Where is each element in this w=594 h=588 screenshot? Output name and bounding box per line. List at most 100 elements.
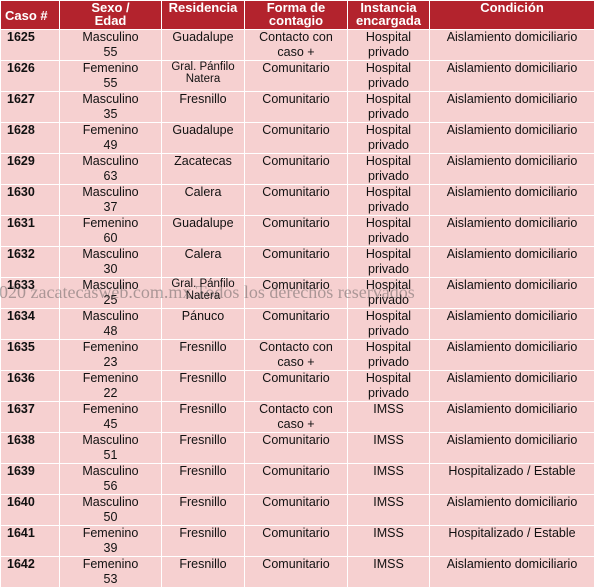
header-case: Caso # [1, 1, 60, 30]
cell-residence: Zacatecas [162, 154, 245, 185]
cell-institution: IMSS [348, 464, 430, 495]
cell-condition: Aislamiento domiciliario [430, 278, 594, 309]
cell-case-number: 1628 [1, 123, 60, 154]
cell-residence: Guadalupe [162, 123, 245, 154]
cell-condition: Aislamiento domiciliario [430, 30, 594, 61]
cell-residence: Fresnillo [162, 92, 245, 123]
cell-condition: Aislamiento domiciliario [430, 340, 594, 371]
cell-condition: Aislamiento domiciliario [430, 123, 594, 154]
cell-contagion: Comunitario [245, 61, 348, 92]
cell-residence: Fresnillo [162, 495, 245, 526]
cell-institution: IMSS [348, 557, 430, 588]
cell-case-number: 1625 [1, 30, 60, 61]
cell-case-number: 1626 [1, 61, 60, 92]
cell-residence: Fresnillo [162, 340, 245, 371]
cell-institution: IMSS [348, 433, 430, 464]
cell-contagion: Comunitario [245, 278, 348, 309]
cell-contagion: Comunitario [245, 433, 348, 464]
cell-condition: Aislamiento domiciliario [430, 92, 594, 123]
cell-contagion: Comunitario [245, 247, 348, 278]
cell-case-number: 1631 [1, 216, 60, 247]
cell-case-number: 1638 [1, 433, 60, 464]
cell-condition: Aislamiento domiciliario [430, 402, 594, 433]
cell-institution: IMSS [348, 402, 430, 433]
cell-contagion: Comunitario [245, 495, 348, 526]
cell-residence: Guadalupe [162, 30, 245, 61]
cell-condition: Aislamiento domiciliario [430, 216, 594, 247]
cell-case-number: 1634 [1, 309, 60, 340]
cell-condition: Aislamiento domiciliario [430, 309, 594, 340]
header-residence: Residencia [162, 1, 245, 30]
header-sex-age: Sexo /Edad [60, 1, 162, 30]
cell-contagion: Comunitario [245, 185, 348, 216]
cell-contagion: Comunitario [245, 526, 348, 557]
cell-condition: Hospitalizado / Estable [430, 464, 594, 495]
cell-residence: Calera [162, 185, 245, 216]
cell-condition: Hospitalizado / Estable [430, 526, 594, 557]
cell-contagion: Comunitario [245, 92, 348, 123]
cell-residence: Fresnillo [162, 464, 245, 495]
cell-case-number: 1632 [1, 247, 60, 278]
cell-case-number: 1640 [1, 495, 60, 526]
cell-case-number: 1639 [1, 464, 60, 495]
cell-contagion: Comunitario [245, 216, 348, 247]
cell-institution: IMSS [348, 495, 430, 526]
cell-case-number: 1629 [1, 154, 60, 185]
cell-case-number: 1635 [1, 340, 60, 371]
cell-residence: Fresnillo [162, 371, 245, 402]
cell-contagion: Comunitario [245, 464, 348, 495]
cell-condition: Aislamiento domiciliario [430, 247, 594, 278]
cell-condition: Aislamiento domiciliario [430, 557, 594, 588]
cell-residence: Calera [162, 247, 245, 278]
cell-residence: Fresnillo [162, 526, 245, 557]
cell-condition: Aislamiento domiciliario [430, 371, 594, 402]
cell-case-number: 1630 [1, 185, 60, 216]
cell-case-number: 1636 [1, 371, 60, 402]
cell-contagion: Comunitario [245, 309, 348, 340]
